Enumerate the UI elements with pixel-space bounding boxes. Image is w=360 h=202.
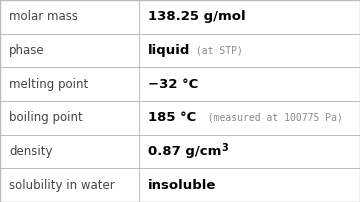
- Text: 0.87 g/cm: 0.87 g/cm: [148, 145, 221, 158]
- Text: (measured at 100775 Pa): (measured at 100775 Pa): [196, 113, 343, 123]
- Text: 3: 3: [221, 143, 228, 153]
- Text: boiling point: boiling point: [9, 111, 83, 124]
- Text: (at STP): (at STP): [190, 45, 243, 56]
- Text: insoluble: insoluble: [148, 179, 216, 192]
- Text: −32 °C: −32 °C: [148, 78, 198, 91]
- Text: molar mass: molar mass: [9, 10, 78, 23]
- Text: solubility in water: solubility in water: [9, 179, 115, 192]
- Text: 185 °C: 185 °C: [148, 111, 196, 124]
- Text: phase: phase: [9, 44, 45, 57]
- Text: liquid: liquid: [148, 44, 190, 57]
- Text: 138.25 g/mol: 138.25 g/mol: [148, 10, 245, 23]
- Text: melting point: melting point: [9, 78, 88, 91]
- Text: density: density: [9, 145, 53, 158]
